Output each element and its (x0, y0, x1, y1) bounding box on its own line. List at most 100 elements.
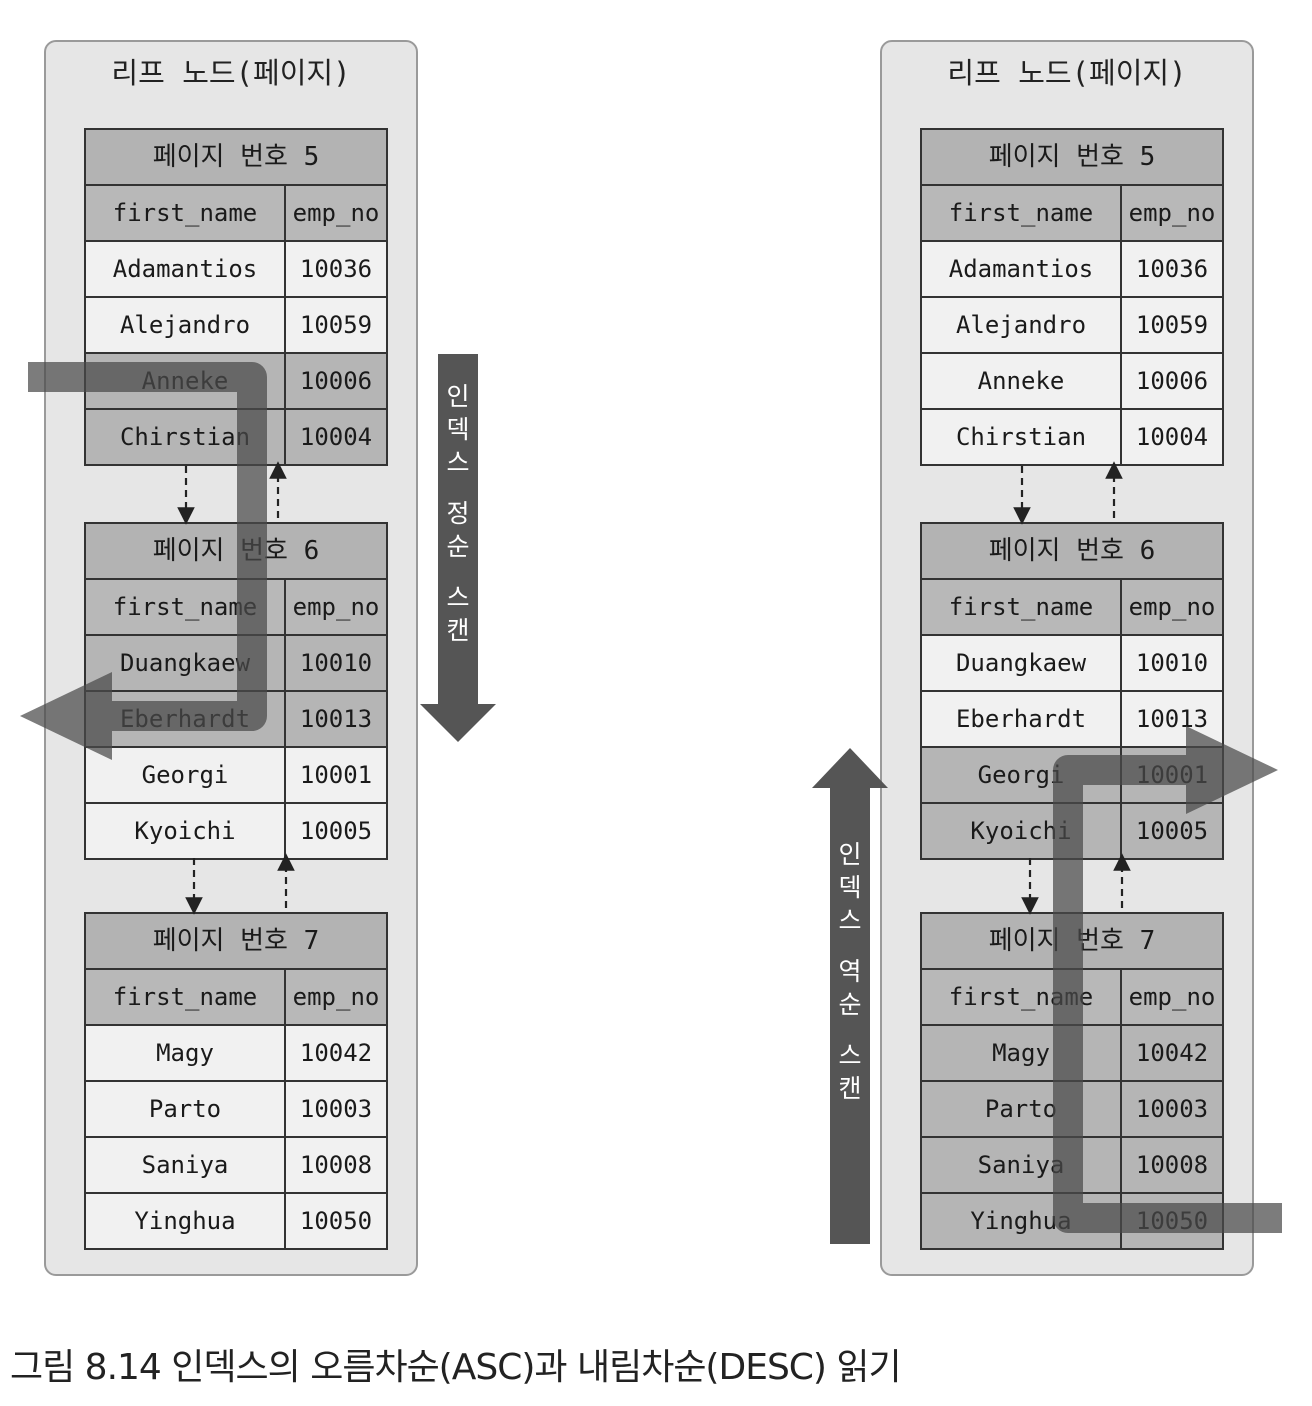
emp-no-cell: 10036 (1135, 255, 1209, 283)
column-header-first-name: first_name (922, 580, 1122, 634)
table-row: Saniya 10008 (922, 1138, 1222, 1194)
table-row: Anneke 10006 (86, 354, 386, 410)
table-row: Alejandro 10059 (86, 298, 386, 354)
emp-no-cell: 10013 (1135, 705, 1209, 733)
column-header-first-name: first_name (922, 970, 1122, 1024)
emp-no-cell: 10036 (299, 255, 373, 283)
first-name-cell: Alejandro (86, 298, 286, 352)
panel-title: 리프 노드(페이지) (111, 56, 351, 90)
emp-no-cell: 10042 (299, 1039, 373, 1067)
first-name-cell: Magy (86, 1026, 286, 1080)
table-row: Adamantios 10036 (922, 242, 1222, 298)
emp-no-cell: 10008 (1135, 1151, 1209, 1179)
first-name-cell: Georgi (86, 748, 286, 802)
table-row: Magy 10042 (922, 1026, 1222, 1082)
first-name-cell: Georgi (922, 748, 1122, 802)
table-header-row: first_name emp_no (922, 580, 1222, 636)
first-name-cell: Saniya (922, 1138, 1122, 1192)
emp-no-cell: 10008 (299, 1151, 373, 1179)
emp-no-cell: 10050 (1135, 1207, 1209, 1235)
first-name-cell: Yinghua (922, 1194, 1122, 1248)
column-header-first-name: first_name (86, 186, 286, 240)
emp-no-cell: 10013 (299, 705, 373, 733)
page-title: 페이지 번호 6 (922, 524, 1222, 580)
left-leaf-panel: 리프 노드(페이지) 페이지 번호 5 first_name emp_no Ad… (44, 40, 418, 1276)
first-name-cell: Duangkaew (86, 636, 286, 690)
first-name-cell: Adamantios (86, 242, 286, 296)
table-row: Duangkaew 10010 (86, 636, 386, 692)
first-name-cell: Yinghua (86, 1194, 286, 1248)
table-row: Yinghua 10050 (922, 1194, 1222, 1248)
table-row: Chirstian 10004 (86, 410, 386, 464)
table-row: Parto 10003 (86, 1082, 386, 1138)
first-name-cell: Saniya (86, 1138, 286, 1192)
page-6-table: 페이지 번호 6 first_name emp_no Duangkaew 100… (920, 522, 1224, 860)
page-title: 페이지 번호 5 (86, 130, 386, 186)
page-title: 페이지 번호 6 (86, 524, 386, 580)
figure-caption: 그림 8.14 인덱스의 오름차순(ASC)과 내림차순(DESC) 읽기 (10, 1347, 902, 1388)
emp-no-cell: 10010 (299, 649, 373, 677)
first-name-cell: Eberhardt (922, 692, 1122, 746)
emp-no-cell: 10001 (299, 761, 373, 789)
table-row: Georgi 10001 (86, 748, 386, 804)
table-row: Georgi 10001 (922, 748, 1222, 804)
first-name-cell: Alejandro (922, 298, 1122, 352)
first-name-cell: Kyoichi (922, 804, 1122, 858)
column-header-first-name: first_name (86, 580, 286, 634)
column-header-emp-no: emp_no (292, 983, 380, 1011)
first-name-cell: Eberhardt (86, 692, 286, 746)
table-row: Parto 10003 (922, 1082, 1222, 1138)
table-header-row: first_name emp_no (922, 970, 1222, 1026)
table-header-row: first_name emp_no (86, 186, 386, 242)
table-header-row: first_name emp_no (922, 186, 1222, 242)
column-header-first-name: first_name (922, 186, 1122, 240)
table-row: Kyoichi 10005 (922, 804, 1222, 858)
table-row: Adamantios 10036 (86, 242, 386, 298)
page-5-table: 페이지 번호 5 first_name emp_no Adamantios 10… (920, 128, 1224, 466)
page-title: 페이지 번호 7 (86, 914, 386, 970)
emp-no-cell: 10059 (1135, 311, 1209, 339)
column-header-emp-no: emp_no (1128, 983, 1216, 1011)
table-row: Yinghua 10050 (86, 1194, 386, 1248)
column-header-emp-no: emp_no (292, 199, 380, 227)
emp-no-cell: 10004 (299, 423, 373, 451)
page-7-table: 페이지 번호 7 first_name emp_no Magy 10042 Pa… (920, 912, 1224, 1250)
table-row: Alejandro 10059 (922, 298, 1222, 354)
panel-title: 리프 노드(페이지) (947, 56, 1187, 90)
first-name-cell: Magy (922, 1026, 1122, 1080)
column-header-first-name: first_name (86, 970, 286, 1024)
first-name-cell: Duangkaew (922, 636, 1122, 690)
emp-no-cell: 10006 (1135, 367, 1209, 395)
table-row: Eberhardt 10013 (86, 692, 386, 748)
emp-no-cell: 10003 (1135, 1095, 1209, 1123)
table-row: Saniya 10008 (86, 1138, 386, 1194)
emp-no-cell: 10004 (1135, 423, 1209, 451)
page-5-table: 페이지 번호 5 first_name emp_no Adamantios 10… (84, 128, 388, 466)
first-name-cell: Parto (86, 1082, 286, 1136)
first-name-cell: Kyoichi (86, 804, 286, 858)
column-header-emp-no: emp_no (1128, 593, 1216, 621)
column-header-emp-no: emp_no (1128, 199, 1216, 227)
page-title: 페이지 번호 7 (922, 914, 1222, 970)
page-7-table: 페이지 번호 7 first_name emp_no Magy 10042 Pa… (84, 912, 388, 1250)
page-6-table: 페이지 번호 6 first_name emp_no Duangkaew 100… (84, 522, 388, 860)
first-name-cell: Chirstian (86, 410, 286, 464)
first-name-cell: Anneke (922, 354, 1122, 408)
table-row: Magy 10042 (86, 1026, 386, 1082)
emp-no-cell: 10005 (1135, 817, 1209, 845)
emp-no-cell: 10006 (299, 367, 373, 395)
first-name-cell: Parto (922, 1082, 1122, 1136)
table-row: Kyoichi 10005 (86, 804, 386, 858)
emp-no-cell: 10003 (299, 1095, 373, 1123)
first-name-cell: Anneke (86, 354, 286, 408)
first-name-cell: Chirstian (922, 410, 1122, 464)
first-name-cell: Adamantios (922, 242, 1122, 296)
right-leaf-panel: 리프 노드(페이지) 페이지 번호 5 first_name emp_no Ad… (880, 40, 1254, 1276)
emp-no-cell: 10001 (1135, 761, 1209, 789)
column-header-emp-no: emp_no (292, 593, 380, 621)
emp-no-cell: 10005 (299, 817, 373, 845)
page-title: 페이지 번호 5 (922, 130, 1222, 186)
emp-no-cell: 10050 (299, 1207, 373, 1235)
